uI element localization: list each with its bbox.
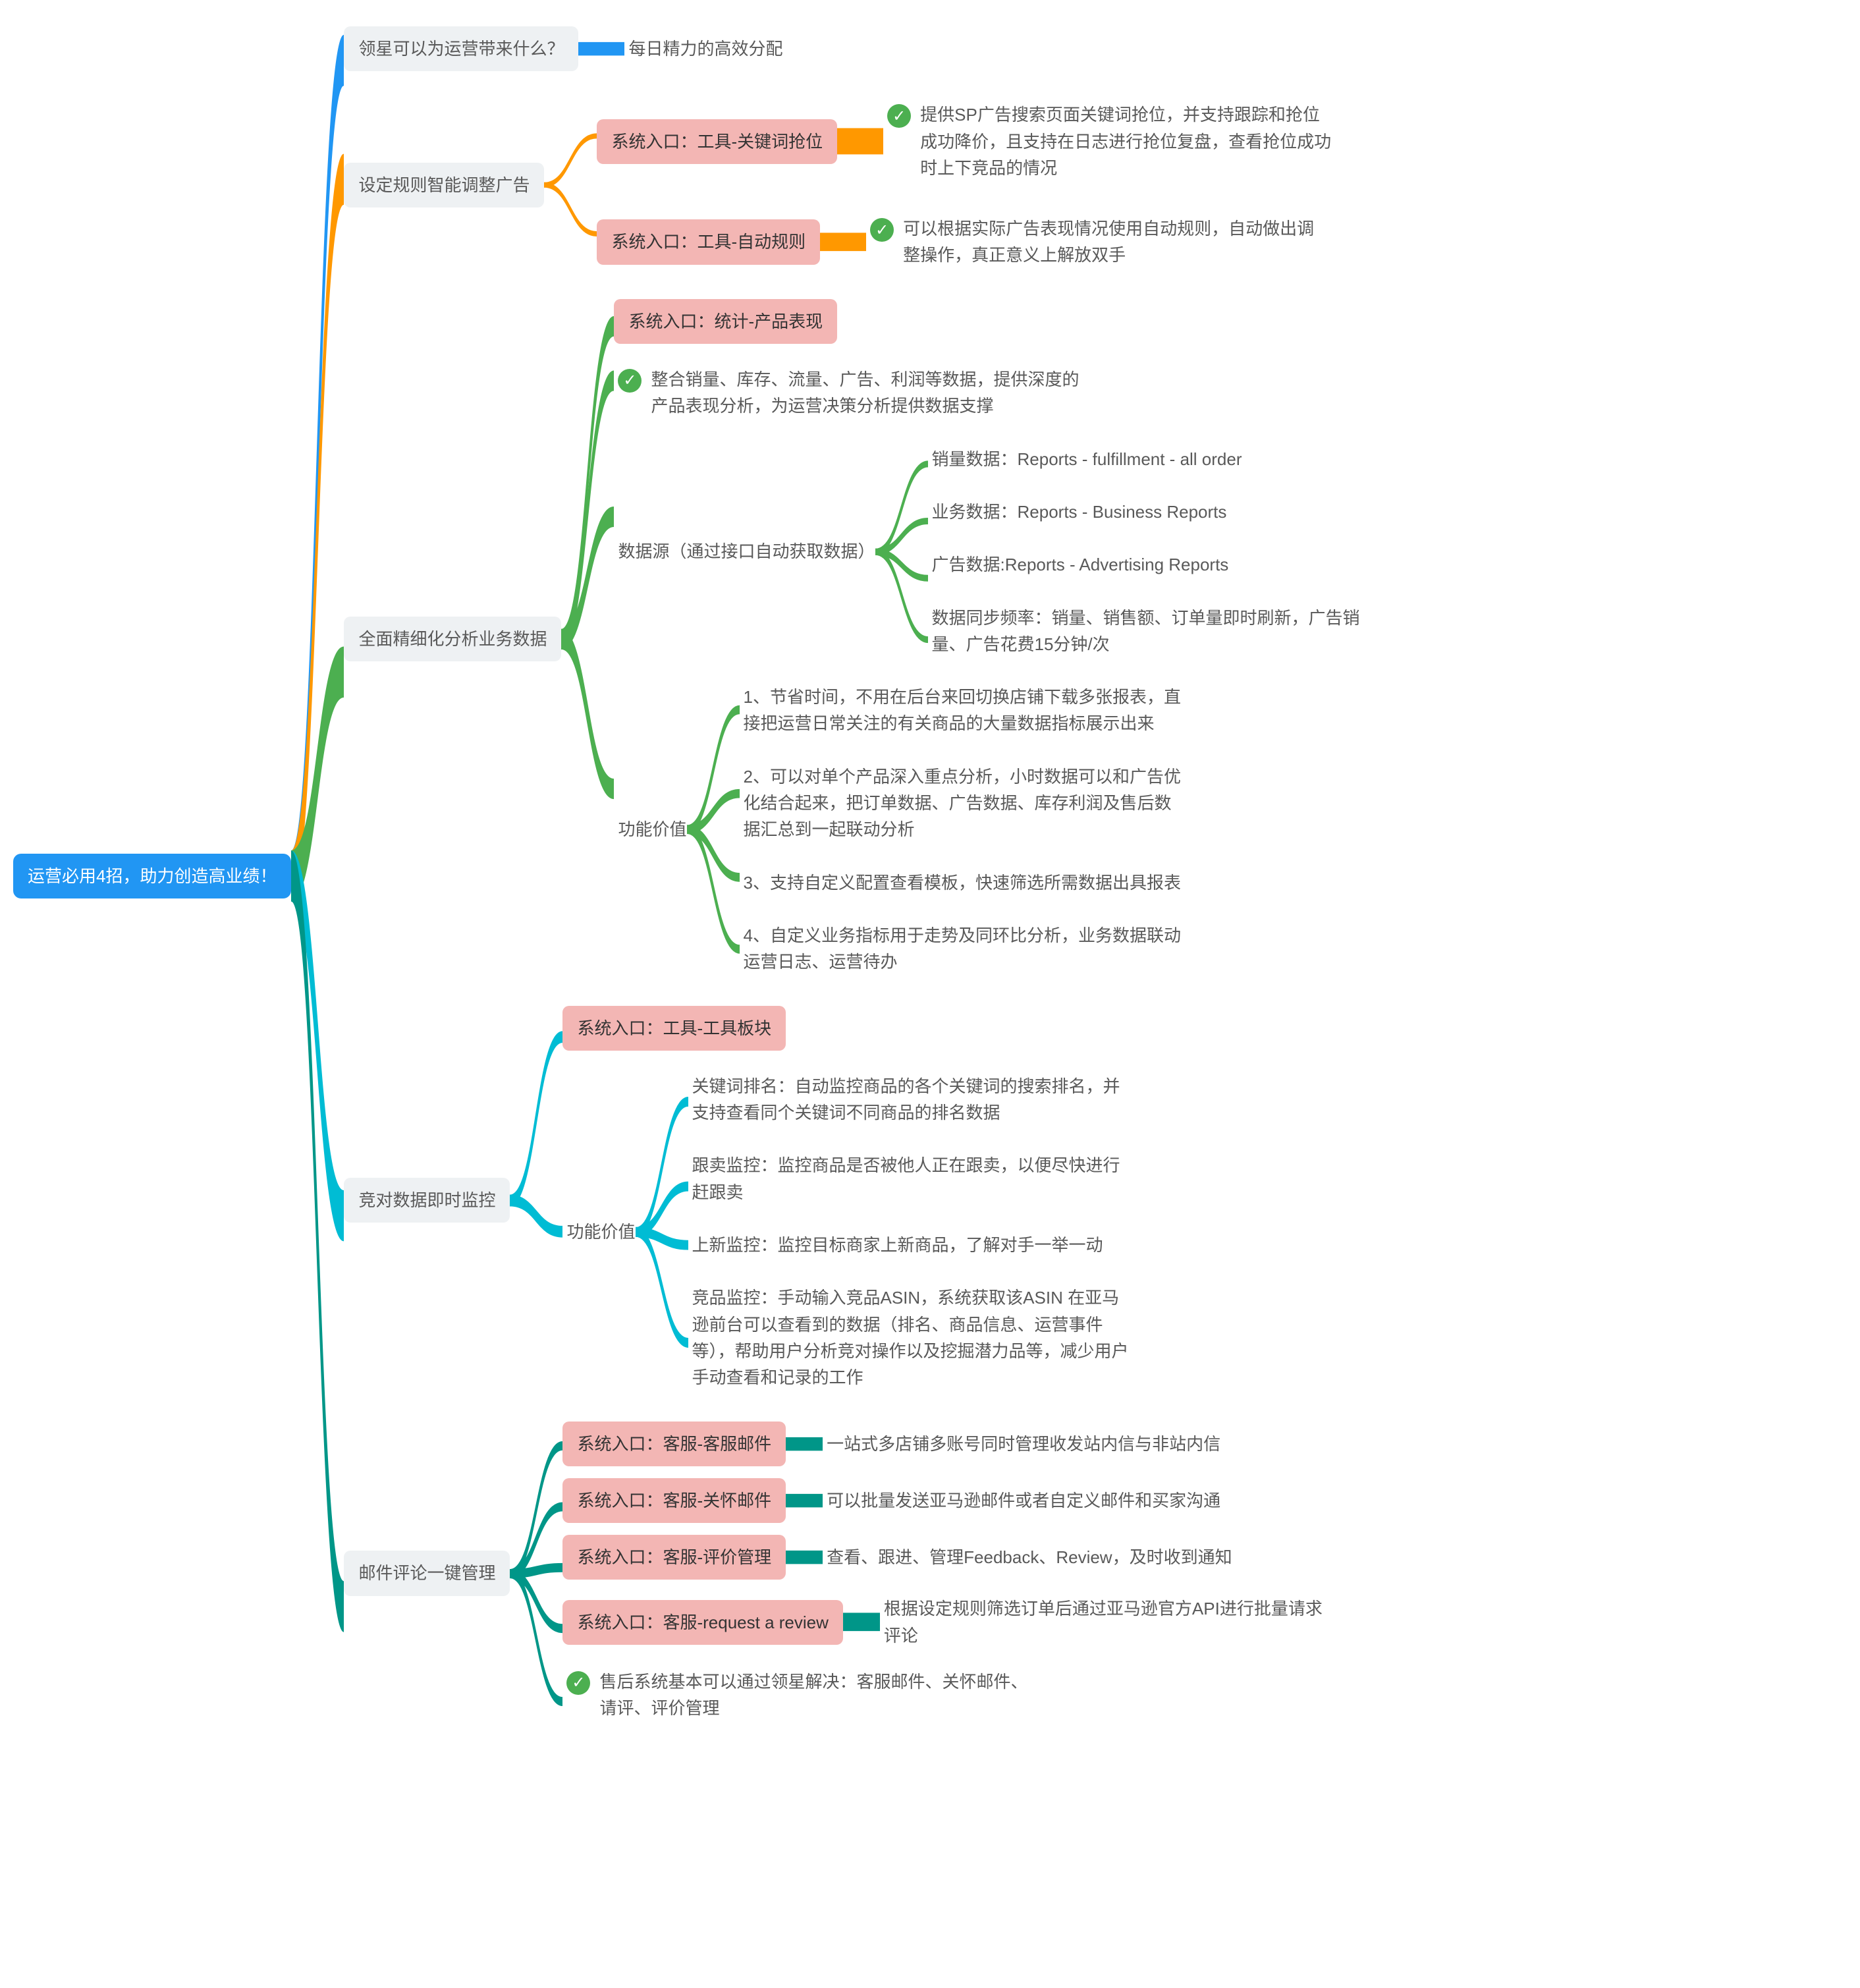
connector bbox=[786, 1535, 823, 1580]
b5-n3-entry: 系统入口：客服-评价管理 bbox=[562, 1535, 786, 1580]
b4-fan bbox=[510, 1006, 562, 1395]
branch-1: 领星可以为运营带来什么？ 每日精力的高效分配 bbox=[344, 26, 1375, 71]
check-icon: ✓ bbox=[566, 1671, 590, 1695]
b3-fv-b: 2、可以对单个产品深入重点分析，小时数据可以和广告优化结合起来，把订单数据、广告… bbox=[740, 759, 1188, 847]
root-node: 运营必用4招，助力创造高业绩！ 领星可以为运营带来什么？ bbox=[13, 26, 1847, 1726]
b5-n2-entry: 系统入口：客服-关怀邮件 bbox=[562, 1478, 786, 1523]
b3-ds-b: 业务数据：Reports - Business Reports bbox=[928, 495, 1227, 529]
b5-n2: 系统入口：客服-关怀邮件 可以批量发送亚马逊邮件或者自定义邮件和买家沟通 bbox=[562, 1478, 1327, 1523]
b2-n1-desc: ✓ 提供SP广告搜索页面关键词抢位，并支持跟踪和抢位成功降价，且支持在日志进行抢… bbox=[883, 97, 1331, 185]
b2-n1-entry: 系统入口：工具-关键词抢位 bbox=[597, 119, 837, 164]
b2-n1-desc-text: 提供SP广告搜索页面关键词抢位，并支持跟踪和抢位成功降价，且支持在日志进行抢位复… bbox=[920, 101, 1331, 181]
b5-n4: 系统入口：客服-request a review 根据设定规则筛选订单后通过亚马… bbox=[562, 1591, 1327, 1653]
b2-fan bbox=[544, 97, 597, 272]
root-label: 运营必用4招，助力创造高业绩！ bbox=[13, 854, 291, 898]
b3-fv-d: 4、自定义业务指标用于走势及同环比分析，业务数据联动运营日志、运营待办 bbox=[740, 918, 1188, 980]
b1-leaf: 每日精力的高效分配 bbox=[624, 32, 782, 66]
connector bbox=[820, 211, 866, 273]
mindmap-root-container: 运营必用4招，助力创造高业绩！ 领星可以为运营带来什么？ bbox=[13, 26, 1847, 1726]
b3-fv: 功能价值 bbox=[614, 680, 1375, 979]
b3-fv-c: 3、支持自定义配置查看模板，快速筛选所需数据出具报表 bbox=[740, 866, 1181, 900]
branch-5: 邮件评论一键管理 bbox=[344, 1422, 1375, 1726]
b3-fv-a: 1、节省时间，不用在后台来回切换店铺下载多张报表，直接把运营日常关注的有关商品的… bbox=[740, 680, 1188, 741]
b2-title: 设定规则智能调整广告 bbox=[344, 163, 544, 207]
b3-entry-label: 系统入口：统计-产品表现 bbox=[614, 299, 837, 344]
b2-n1: 系统入口：工具-关键词抢位 ✓ 提供SP广告搜索页面关键词抢位，并支持跟踪和抢位… bbox=[597, 97, 1331, 185]
b5-summary: ✓ 售后系统基本可以通过领星解决：客服邮件、关怀邮件、请评、评价管理 bbox=[562, 1665, 1327, 1726]
b4-fv-b: 跟卖监控：监控商品是否被他人正在跟卖，以便尽快进行赶跟卖 bbox=[688, 1148, 1136, 1209]
b5-fan bbox=[510, 1422, 562, 1726]
root-fan bbox=[291, 26, 344, 1726]
b3-fv-title: 功能价值 bbox=[614, 812, 686, 846]
b3-title: 全面精细化分析业务数据 bbox=[344, 617, 561, 661]
b5-n4-desc: 根据设定规则筛选订单后通过亚马逊官方API进行批量请求评论 bbox=[880, 1591, 1328, 1653]
connector bbox=[786, 1478, 823, 1523]
connector bbox=[843, 1591, 880, 1653]
b2-n2: 系统入口：工具-自动规则 ✓ 可以根据实际广告表现情况使用自动规则，自动做出调整… bbox=[597, 211, 1331, 273]
b3-ds-d: 数据同步频率：销量、销售额、订单量即时刷新，广告销量、广告花费15分钟/次 bbox=[928, 601, 1376, 662]
b4-fv-fan bbox=[636, 1069, 688, 1395]
b5-n3: 系统入口：客服-评价管理 查看、跟进、管理Feedback、Review，及时收… bbox=[562, 1535, 1327, 1580]
b3-fv-fan bbox=[687, 680, 740, 979]
b5-n1-desc: 一站式多店铺多账号同时管理收发站内信与非站内信 bbox=[823, 1427, 1220, 1461]
b5-summary-text: 售后系统基本可以通过领星解决：客服邮件、关怀邮件、请评、评价管理 bbox=[599, 1669, 1037, 1722]
branch-3: 全面精细化分析业务数据 系统入口：统计-产 bbox=[344, 299, 1375, 980]
b1-title: 领星可以为运营带来什么？ bbox=[344, 26, 578, 71]
b2-n2-entry: 系统入口：工具-自动规则 bbox=[597, 219, 820, 264]
b4-entry: 系统入口：工具-工具板块 bbox=[562, 1006, 786, 1051]
b3-ds-a: 销量数据：Reports - fulfillment - all order bbox=[928, 442, 1242, 476]
branch-4: 竞对数据即时监控 系统入口：工具-工具板块 功能价值 bbox=[344, 1006, 1375, 1395]
b3-summary-text: 整合销量、库存、流量、广告、利润等数据，提供深度的产品表现分析，为运营决策分析提… bbox=[651, 366, 1088, 420]
b4-fv-c: 上新监控：监控目标商家上新商品，了解对手一举一动 bbox=[688, 1228, 1103, 1262]
b2-n2-desc-text: 可以根据实际广告表现情况使用自动规则，自动做出调整操作，真正意义上解放双手 bbox=[903, 215, 1314, 269]
check-icon: ✓ bbox=[887, 104, 911, 128]
b4-fv: 功能价值 bbox=[562, 1069, 1135, 1395]
b5-n2-desc: 可以批量发送亚马逊邮件或者自定义邮件和买家沟通 bbox=[823, 1483, 1220, 1518]
b3-ds-title: 数据源（通过接口自动获取数据） bbox=[614, 534, 875, 568]
connector bbox=[786, 1422, 823, 1466]
b3-datasource: 数据源（通过接口自动获取数据） bbox=[614, 442, 1375, 661]
b5-n4-entry: 系统入口：客服-request a review bbox=[562, 1600, 842, 1645]
b4-title: 竞对数据即时监控 bbox=[344, 1178, 510, 1223]
branch-2: 设定规则智能调整广告 系统入口：工具-关键词抢位 bbox=[344, 97, 1375, 272]
b5-n1-entry: 系统入口：客服-客服邮件 bbox=[562, 1422, 786, 1466]
b5-title: 邮件评论一键管理 bbox=[344, 1551, 510, 1595]
b4-fv-title: 功能价值 bbox=[562, 1215, 635, 1249]
b3-summary: ✓ 整合销量、库存、流量、广告、利润等数据，提供深度的产品表现分析，为运营决策分… bbox=[614, 362, 1375, 424]
b4-fv-d: 竞品监控：手动输入竞品ASIN，系统获取该ASIN 在亚马逊前台可以查看到的数据… bbox=[688, 1281, 1136, 1394]
b3-fan bbox=[561, 299, 614, 980]
check-icon: ✓ bbox=[870, 218, 894, 242]
b3-ds-c: 广告数据:Reports - Advertising Reports bbox=[928, 547, 1229, 582]
b3-ds-fan bbox=[875, 442, 928, 661]
connector bbox=[578, 26, 624, 71]
b5-n3-desc: 查看、跟进、管理Feedback、Review，及时收到通知 bbox=[823, 1540, 1232, 1574]
b4-fv-a: 关键词排名：自动监控商品的各个关键词的搜索排名，并支持查看同个关键词不同商品的排… bbox=[688, 1069, 1136, 1130]
b2-n2-desc: ✓ 可以根据实际广告表现情况使用自动规则，自动做出调整操作，真正意义上解放双手 bbox=[866, 211, 1314, 273]
connector bbox=[837, 97, 883, 185]
b5-n1: 系统入口：客服-客服邮件 一站式多店铺多账号同时管理收发站内信与非站内信 bbox=[562, 1422, 1327, 1466]
b3-entry: 系统入口：统计-产品表现 bbox=[614, 299, 1375, 344]
check-icon: ✓ bbox=[618, 369, 642, 393]
